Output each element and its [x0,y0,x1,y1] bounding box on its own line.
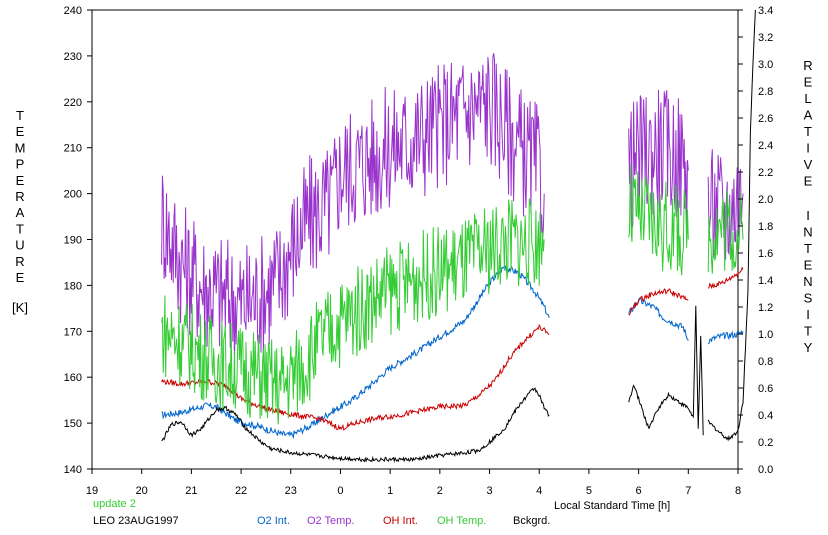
right-tick-label: 2.4 [758,140,773,152]
legend-item: OH Int. [383,515,418,527]
right-axis-letter: E [804,258,813,273]
right-tick-label: 3.0 [758,59,773,71]
legend-item: O2 Int. [257,515,291,527]
right-tick-label: 1.4 [758,275,773,287]
right-tick-label: 3.2 [758,32,773,44]
x-tick-label: 19 [86,485,98,497]
right-tick-label: 0.2 [758,437,773,449]
right-tick-label: 1.0 [758,329,773,341]
right-axis-letter: I [806,208,810,223]
legend-item: OH Temp. [437,515,487,527]
x-tick-label: 23 [285,485,297,497]
left-axis-letter: M [15,140,26,155]
x-tick-label: 5 [586,485,592,497]
left-axis-letter: E [16,173,25,188]
legend-item: O2 Temp. [307,515,355,527]
right-tick-label: 1.6 [758,248,773,260]
x-tick-label: 6 [636,485,642,497]
left-axis-letter: U [15,238,24,253]
series-line-o2-int [707,329,744,345]
right-axis-letter: Y [804,340,813,355]
location-date-label: LEO 23AUG1997 [93,515,179,527]
x-tick-label: 0 [337,485,343,497]
series-line-oh-temp [161,198,545,425]
series-line-o2-temp [628,89,689,229]
x-tick-label: 2 [437,485,443,497]
x-tick-label: 21 [185,485,197,497]
left-axis-letter: P [16,157,25,172]
right-tick-label: 2.0 [758,194,773,206]
left-tick-label: 220 [64,97,82,109]
left-axis-letter: E [16,124,25,139]
series-line-oh-int [707,266,744,290]
right-axis-letter: L [804,91,811,106]
right-tick-label: 0.0 [758,464,773,476]
series-line-o2-int [161,264,550,440]
right-axis-letter: S [804,291,813,306]
right-axis-letter: T [804,241,812,256]
left-axis-letter: R [15,254,24,269]
left-axis-letter: T [16,108,24,123]
series-line-bckgrd [161,387,550,463]
left-axis-letter: R [15,189,24,204]
right-tick-label: 0.6 [758,383,773,395]
x-tick-label: 22 [235,485,247,497]
x-tick-label: 3 [486,485,492,497]
x-tick-label: 7 [685,485,691,497]
right-axis-letter: N [803,225,812,240]
left-axis-letter: A [16,205,25,220]
left-tick-label: 230 [64,51,82,63]
right-axis-letter: E [804,75,813,90]
left-tick-label: 200 [64,189,82,201]
series-layer [161,9,756,463]
right-axis-letter: T [804,324,812,339]
update-label: update 2 [93,498,136,510]
right-tick-label: 2.2 [758,167,773,179]
x-tick-label: 20 [136,485,148,497]
left-tick-label: 180 [64,280,82,292]
right-tick-label: 2.8 [758,86,773,98]
left-axis-letter: E [16,270,25,285]
left-tick-label: 160 [64,372,82,384]
left-axis-letter: T [16,221,24,236]
series-line-bckgrd [628,305,704,436]
series-line-bckgrd [707,9,756,442]
x-axis-title: Local Standard Time [h] [554,500,671,512]
right-tick-label: 1.8 [758,221,773,233]
legend-item: Bckgrd. [513,515,551,527]
right-axis-letter: T [804,124,812,139]
left-tick-label: 240 [64,5,82,17]
left-tick-label: 170 [64,326,82,338]
left-tick-label: 190 [64,235,82,247]
series-line-oh-temp [707,189,744,274]
right-tick-label: 1.2 [758,302,773,314]
series-line-oh-temp [628,164,689,276]
right-axis-letter: I [806,141,810,156]
axes-layer: 1401501601701801902002102202302400.00.20… [64,5,774,497]
right-axis-letter: A [804,108,813,123]
right-axis-letter: N [803,274,812,289]
right-tick-label: 0.4 [758,410,773,422]
right-axis-letter: I [806,307,810,322]
right-axis-letter: V [804,157,813,172]
series-line-oh-int [628,288,689,316]
right-tick-label: 3.4 [758,5,773,17]
left-tick-label: 140 [64,464,82,476]
left-tick-label: 210 [64,143,82,155]
right-tick-label: 0.8 [758,356,773,368]
x-tick-label: 1 [387,485,393,497]
left-axis-unit: [K] [12,300,28,315]
x-tick-label: 8 [735,485,741,497]
left-tick-label: 150 [64,418,82,430]
right-axis-letter: R [803,58,812,73]
x-tick-label: 4 [536,485,542,497]
right-axis-letter: E [804,174,813,189]
right-tick-label: 2.6 [758,113,773,125]
